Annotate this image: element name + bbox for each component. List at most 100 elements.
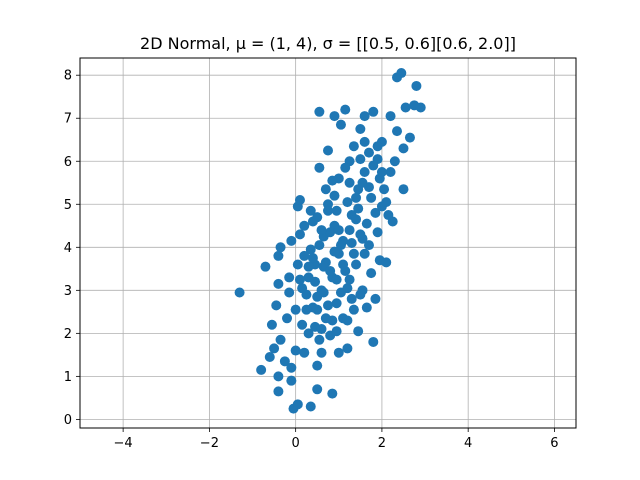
y-tick-label: 0 (64, 413, 72, 428)
y-tick-label: 3 (64, 284, 72, 299)
data-point (355, 123, 366, 134)
data-point (368, 336, 379, 347)
x-axis-ticks: −4 −2 0 2 4 6 (114, 428, 559, 451)
data-point (398, 143, 409, 154)
data-point (234, 287, 245, 298)
data-point (269, 343, 280, 354)
data-point (355, 289, 366, 300)
data-point (344, 177, 355, 188)
data-point (335, 119, 346, 130)
data-point (361, 302, 372, 313)
data-point (340, 104, 351, 115)
grid-lines (80, 58, 576, 428)
data-point (290, 304, 301, 315)
data-point (312, 360, 323, 371)
data-point (271, 300, 282, 311)
data-point (290, 345, 301, 356)
data-point (396, 68, 407, 79)
data-point (331, 205, 342, 216)
data-point (346, 293, 357, 304)
plot-area-frame (79, 57, 577, 429)
data-point (286, 362, 297, 373)
x-tick-label: 4 (464, 436, 472, 451)
data-point (342, 197, 353, 208)
data-point (316, 324, 327, 335)
data-point (342, 315, 353, 326)
data-point (314, 334, 325, 345)
x-tick-label: 0 (292, 436, 300, 451)
data-point (363, 240, 374, 251)
data-point (385, 111, 396, 122)
data-point (303, 328, 314, 339)
data-point (415, 102, 426, 113)
data-point (344, 274, 355, 285)
data-point (327, 175, 338, 186)
data-point (351, 214, 362, 225)
data-point (305, 244, 316, 255)
data-point (286, 235, 297, 246)
data-point (303, 261, 314, 272)
data-point (346, 238, 357, 248)
data-point (370, 207, 381, 218)
data-point (411, 80, 422, 91)
data-point (333, 225, 344, 236)
data-point (366, 268, 377, 279)
x-tick-label: −4 (114, 436, 133, 451)
y-tick-label: 8 (64, 69, 72, 84)
data-point (264, 352, 275, 363)
data-point (312, 384, 323, 395)
x-tick-label: −2 (200, 436, 219, 451)
data-point (314, 162, 325, 173)
data-point (335, 240, 346, 251)
data-point (286, 375, 297, 386)
y-tick-label: 6 (64, 155, 72, 170)
data-point (381, 257, 392, 268)
data-point (323, 205, 333, 216)
data-point (370, 293, 381, 304)
data-point (342, 343, 353, 354)
data-point (366, 192, 377, 203)
data-point (310, 276, 321, 287)
data-point (327, 388, 338, 399)
data-point (299, 220, 310, 231)
data-point (325, 265, 336, 276)
data-point (316, 225, 327, 236)
data-point (273, 278, 284, 289)
data-point (297, 283, 308, 294)
data-point (273, 386, 284, 397)
data-point (256, 364, 267, 375)
data-point (325, 227, 336, 238)
data-point (299, 250, 310, 261)
data-point (398, 184, 409, 195)
data-point (344, 225, 355, 236)
data-point (385, 167, 396, 178)
data-point (359, 136, 370, 147)
data-point (331, 274, 342, 285)
data-points (234, 68, 426, 414)
data-point (294, 274, 305, 285)
data-point (314, 106, 325, 117)
data-point (361, 218, 372, 229)
data-point (338, 259, 349, 270)
data-point (392, 126, 403, 137)
data-point (363, 182, 374, 193)
data-point (297, 319, 308, 330)
data-point (335, 287, 346, 298)
data-point (273, 371, 284, 382)
data-point (351, 259, 362, 270)
data-point (305, 205, 316, 216)
data-point (284, 272, 295, 283)
y-tick-label: 1 (64, 370, 72, 385)
data-point (329, 190, 340, 201)
data-point (331, 298, 342, 309)
data-point (294, 229, 305, 240)
data-point (329, 111, 340, 122)
data-point (357, 233, 368, 244)
data-point (383, 210, 394, 221)
data-point (292, 399, 303, 410)
data-point (368, 106, 379, 117)
data-point (320, 184, 331, 195)
data-point (372, 141, 383, 152)
